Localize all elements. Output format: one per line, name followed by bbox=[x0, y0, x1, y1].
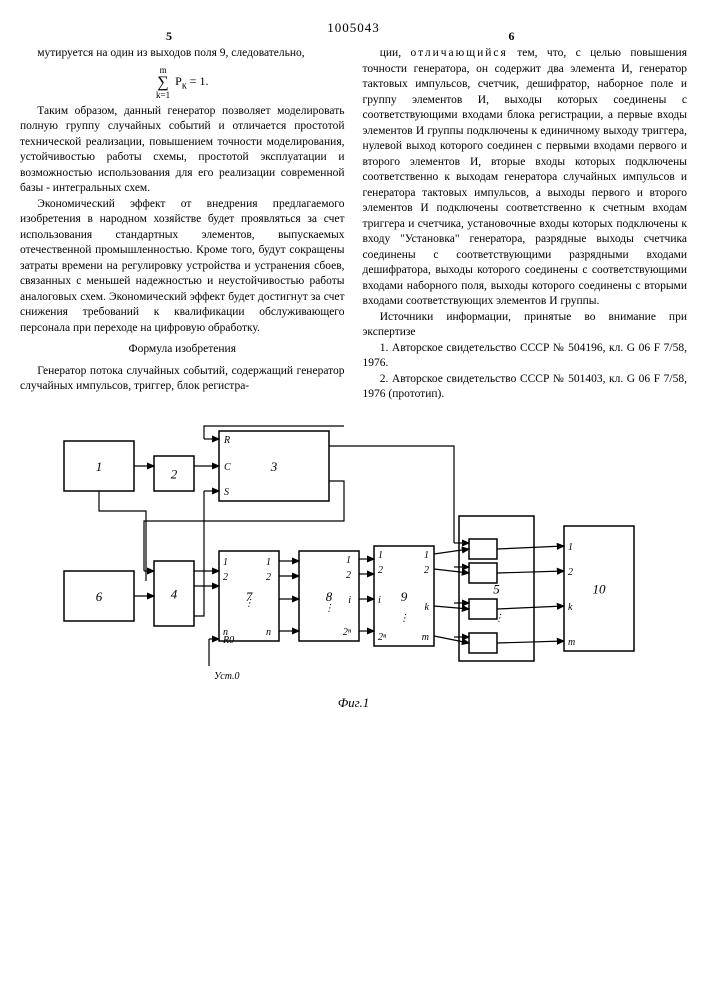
svg-text:S: S bbox=[224, 487, 229, 498]
svg-text:⋮: ⋮ bbox=[494, 613, 504, 624]
svg-text:m: m bbox=[421, 632, 428, 643]
svg-text:8: 8 bbox=[325, 589, 332, 604]
formula: m ∑ k=1 Pк = 1. bbox=[20, 66, 345, 100]
svg-text:2: 2 bbox=[266, 572, 271, 583]
svg-text:2ⁿ: 2ⁿ bbox=[342, 627, 351, 638]
svg-text:C: C bbox=[224, 462, 231, 473]
diagram: 12364789510RCS12n12n12i2ⁿ12i2ⁿ12km12kmR0… bbox=[20, 421, 687, 711]
svg-text:1: 1 bbox=[266, 557, 271, 568]
left-column: 5 мутируется на один из выходов поля 9, … bbox=[20, 46, 345, 403]
svg-text:Уст.0: Уст.0 bbox=[214, 671, 240, 682]
svg-text:2: 2 bbox=[170, 466, 177, 481]
svg-text:i: i bbox=[348, 595, 351, 606]
text-columns: 5 мутируется на один из выходов поля 9, … bbox=[20, 46, 687, 403]
svg-text:2: 2 bbox=[424, 565, 429, 576]
svg-text:⋮: ⋮ bbox=[324, 603, 334, 614]
left-p3: Экономический эффект от внедрения предла… bbox=[20, 197, 345, 337]
svg-text:10: 10 bbox=[592, 581, 606, 596]
svg-text:i: i bbox=[378, 595, 381, 606]
svg-text:k: k bbox=[568, 602, 573, 613]
right-p1: ции, отличающийся тем, что, с целью повы… bbox=[363, 46, 688, 310]
left-p4: Генератор потока случайных событий, соде… bbox=[20, 364, 345, 395]
svg-text:2: 2 bbox=[378, 565, 383, 576]
ref1: 1. Авторское свидетельство СССР № 504196… bbox=[363, 341, 688, 372]
col-num-right: 6 bbox=[509, 28, 515, 44]
svg-text:2ⁿ: 2ⁿ bbox=[378, 632, 387, 643]
svg-text:1: 1 bbox=[223, 557, 228, 568]
left-p2: Таким образом, данный генератор позволяе… bbox=[20, 104, 345, 197]
svg-text:⋮: ⋮ bbox=[244, 598, 254, 609]
sources-title: Источники информации, принятые во вниман… bbox=[363, 310, 688, 341]
svg-text:⋮: ⋮ bbox=[399, 613, 409, 624]
r1s: отличающийся bbox=[411, 47, 508, 59]
formula-title: Формула изобретения bbox=[20, 342, 345, 358]
svg-text:R: R bbox=[223, 435, 230, 446]
right-column: 6 ции, отличающийся тем, что, с целью по… bbox=[363, 46, 688, 403]
doc-number: 1005043 bbox=[20, 20, 687, 36]
svg-text:1: 1 bbox=[95, 459, 102, 474]
ref2: 2. Авторское свидетельство СССР № 501403… bbox=[363, 372, 688, 403]
svg-text:k: k bbox=[424, 602, 429, 613]
svg-text:9: 9 bbox=[400, 589, 407, 604]
svg-text:m: m bbox=[568, 637, 575, 648]
svg-text:n: n bbox=[266, 627, 271, 638]
svg-text:2: 2 bbox=[346, 570, 351, 581]
figure-label: Фиг.1 bbox=[20, 695, 687, 711]
svg-text:2: 2 bbox=[568, 567, 573, 578]
svg-text:1: 1 bbox=[346, 555, 351, 566]
block-diagram-svg: 12364789510RCS12n12n12i2ⁿ12i2ⁿ12km12kmR0… bbox=[44, 421, 664, 691]
svg-text:2: 2 bbox=[223, 572, 228, 583]
svg-text:3: 3 bbox=[269, 459, 277, 474]
svg-text:1: 1 bbox=[424, 550, 429, 561]
svg-text:1: 1 bbox=[378, 550, 383, 561]
formula-body: Pк = 1. bbox=[175, 74, 208, 88]
r1b: тем, что, с целью повышения точности ген… bbox=[363, 47, 688, 307]
formula-bot: k=1 bbox=[156, 90, 170, 100]
col-num-left: 5 bbox=[166, 28, 172, 44]
svg-text:6: 6 bbox=[95, 589, 102, 604]
r1a: ции, bbox=[380, 47, 411, 59]
svg-text:R0: R0 bbox=[222, 635, 234, 646]
svg-text:4: 4 bbox=[170, 586, 177, 601]
left-p1: мутируется на один из выходов поля 9, сл… bbox=[20, 46, 345, 62]
svg-text:1: 1 bbox=[568, 542, 573, 553]
